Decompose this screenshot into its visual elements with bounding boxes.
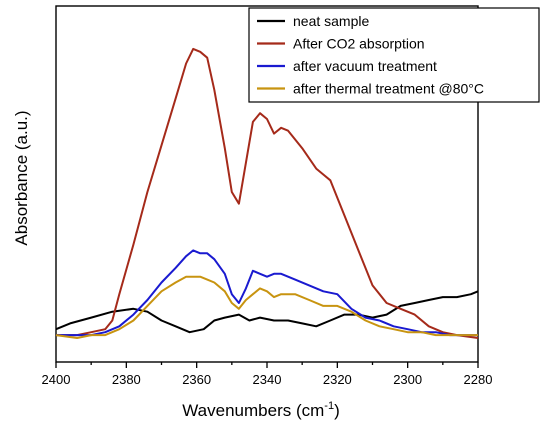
legend: neat sample After CO2 absorption after vac… xyxy=(248,7,540,103)
series-line-3 xyxy=(56,249,478,337)
x-axis-label: Wavenumbers (cm-1) xyxy=(182,400,339,420)
series-line-4 xyxy=(55,275,478,339)
x-tick-label: 2360 xyxy=(182,372,211,387)
x-tick-label: 2340 xyxy=(253,372,282,387)
legend-label-2: After CO2 absorption xyxy=(293,36,425,52)
x-tick-label: 2400 xyxy=(42,372,71,387)
y-axis-label: Absorbance (a.u.) xyxy=(12,110,31,245)
x-axis-ticks: 2400 2380 2360 2340 2320 2300 2280 xyxy=(42,362,493,387)
legend-label-3: after vacuum treatment xyxy=(293,58,437,74)
legend-label-4: after thermal treatment @80°C xyxy=(293,81,484,97)
series-line-2 xyxy=(56,47,479,339)
x-tick-label: 2300 xyxy=(393,372,422,387)
x-tick-label: 2380 xyxy=(112,372,141,387)
x-tick-label: 2320 xyxy=(323,372,352,387)
legend-box xyxy=(248,7,540,103)
legend-label-1: neat sample xyxy=(293,13,369,29)
x-tick-label: 2280 xyxy=(464,372,493,387)
series-line-1 xyxy=(55,290,479,334)
series-layer xyxy=(55,47,479,339)
